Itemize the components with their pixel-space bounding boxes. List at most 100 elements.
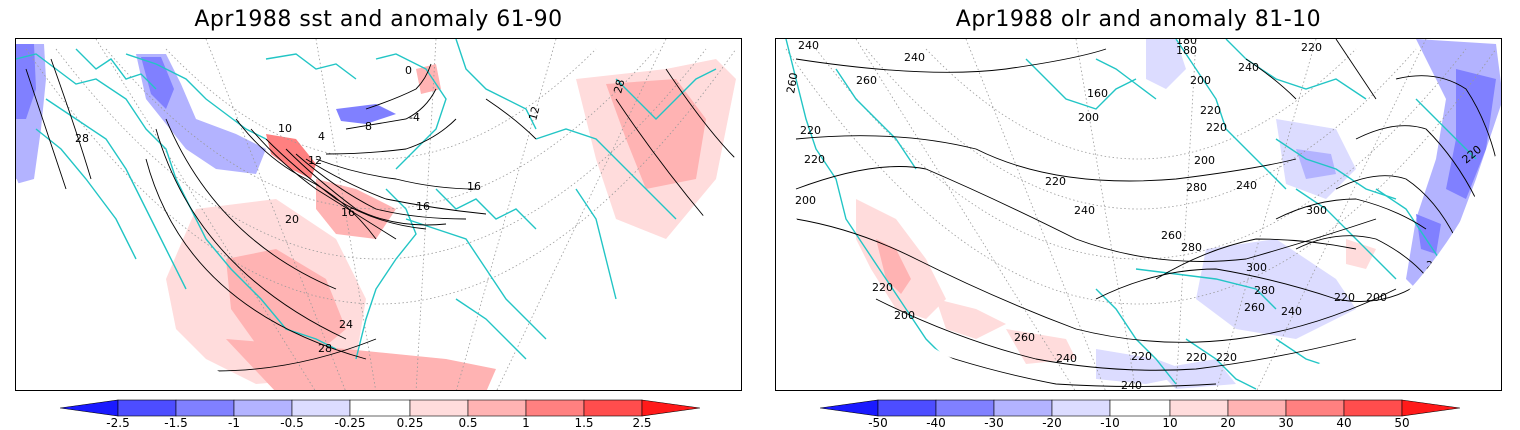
left-panel-title: Apr1988 sst and anomaly 61-90 (194, 7, 563, 32)
cbar-bin (935, 399, 995, 417)
cbar-tick-label: -20 (1042, 416, 1062, 430)
pos-anomaly-east-small (1346, 239, 1376, 269)
cbar-tick-label: 20 (1220, 416, 1236, 430)
contour-label: -4 (409, 111, 420, 124)
contour-label: 220 (1334, 291, 1355, 304)
contour-label: 240 (1074, 204, 1095, 217)
cbar-tick-label: -30 (984, 416, 1004, 430)
cbar-bin (233, 399, 293, 417)
contour-label: 240 (1121, 379, 1142, 391)
neg-anomaly-central-core (1296, 149, 1336, 179)
right-contour-labels: 240 240 260 260 220 220 200 180 160 200 … (784, 39, 1484, 391)
contour-label: 220 (1216, 351, 1237, 364)
neg-anomaly-south (1196, 239, 1356, 339)
right-colorbar-svg (820, 399, 1460, 417)
contour-label: 220 (872, 281, 893, 294)
contour-label: 220 (1045, 175, 1066, 188)
cbar-tick-label: 1.5 (574, 416, 594, 430)
right-map-mask-right (1261, 143, 1501, 390)
cbar-bin (525, 399, 585, 417)
contour-label: 16 (341, 206, 355, 219)
pos-anomaly-gulfstream (266, 134, 316, 179)
contour-label: 180 (1176, 44, 1197, 57)
left-anomaly-shading (16, 44, 736, 390)
cbar-tick-label: 0.5 (458, 416, 478, 430)
cbar-tick-label: -10 (1100, 416, 1120, 430)
contour-label: 300 (1246, 261, 1267, 274)
cbar-bin (1051, 399, 1111, 417)
contour-label: 280 (1186, 181, 1207, 194)
contour-label: 260 (1161, 229, 1182, 242)
cbar-right-arrow (1401, 399, 1460, 417)
contour-label: 280 (1254, 284, 1275, 297)
contour-label: 240 (1281, 305, 1302, 318)
contour-label: 28 (611, 78, 627, 95)
cbar-tick-label: -1.5 (164, 416, 188, 430)
cbar-tick-label: 30 (1278, 416, 1294, 430)
contour-label: 200 (1366, 291, 1387, 304)
left-map: 0 4 -4 8 12 16 16 16 20 24 28 28 28 12 1… (15, 38, 742, 391)
pos-anomaly-east-core (606, 79, 706, 189)
left-map-svg: 0 4 -4 8 12 16 16 16 20 24 28 28 28 12 1… (16, 39, 741, 390)
cbar-bin (1285, 399, 1345, 417)
contour-label: 220 (1131, 350, 1152, 363)
contour-label: 16 (416, 200, 430, 213)
contour-label: 220 (1200, 104, 1221, 117)
neg-anomaly-east-core (1446, 69, 1496, 199)
contour-label: 220 (800, 124, 821, 137)
contour-label: 220 (1186, 351, 1207, 364)
left-hemisphere-edge (16, 142, 741, 390)
contour-label: 28 (318, 342, 332, 355)
neg-anomaly-north (336, 104, 396, 124)
cbar-tick-label: -2.5 (106, 416, 130, 430)
cbar-tick-label: -40 (926, 416, 946, 430)
cbar-bin (349, 399, 411, 417)
contour-label: 200 (1190, 74, 1211, 87)
left-map-mask (16, 179, 261, 390)
contour-label: 260 (1244, 301, 1265, 314)
cbar-bin (583, 399, 643, 417)
left-contour-labels: 0 4 -4 8 12 16 16 16 20 24 28 28 28 12 1… (75, 64, 628, 355)
cbar-bin (1227, 399, 1287, 417)
left-graticule (25, 39, 737, 390)
contour-label: 280 (1181, 241, 1202, 254)
cbar-left-arrow (820, 399, 879, 417)
cbar-bin (117, 399, 177, 417)
right-map-mask (776, 179, 1021, 390)
left-colorbar: -2.5 -1.5 -1 -0.5 -0.25 0.25 0.5 1 1.5 2… (60, 398, 700, 430)
right-map: 240 240 260 260 220 220 200 180 160 200 … (775, 38, 1502, 391)
cbar-bin (1109, 399, 1171, 417)
contour-label: 200 (1194, 154, 1215, 167)
neg-anomaly-east-spot (1416, 214, 1441, 254)
pos-anomaly-pacific-core (226, 249, 346, 354)
contour-label: 200 (1078, 111, 1099, 124)
cbar-tick-label: 10 (1162, 416, 1178, 430)
cbar-right-arrow (641, 399, 700, 417)
cbar-bin (175, 399, 235, 417)
cbar-tick-label: 50 (1394, 416, 1410, 430)
cbar-tick-label: 1 (522, 416, 530, 430)
neg-anomaly-labrador-core (141, 57, 174, 109)
contour-label: 8 (365, 120, 372, 133)
contour-label: 300 (1306, 204, 1327, 217)
contour-label: 240 (1236, 179, 1257, 192)
left-colorbar-svg (60, 399, 700, 417)
neg-anomaly-west-core (16, 44, 36, 119)
cbar-tick-label: 0.25 (396, 416, 424, 430)
contour-label: 220 (1301, 41, 1322, 54)
pos-anomaly-west-core (876, 239, 911, 294)
left-coastlines (16, 39, 717, 360)
pos-anomaly-south (1006, 329, 1076, 364)
pos-anomaly-south (226, 339, 496, 390)
cbar-bin (467, 399, 527, 417)
right-colorbar: -50 -40 -30 -20 -10 10 20 30 40 50 (820, 398, 1460, 430)
contour-label: 12 (308, 154, 322, 167)
cbar-bin (409, 399, 469, 417)
contour-label: 220 (804, 153, 825, 166)
contour-label: 240 (904, 51, 925, 64)
pos-anomaly-ne (416, 64, 441, 94)
contour-label: 240 (798, 39, 819, 52)
contour-label: 260 (784, 72, 800, 95)
contour-label: 240 (1238, 61, 1259, 74)
contour-label: 260 (856, 74, 877, 87)
